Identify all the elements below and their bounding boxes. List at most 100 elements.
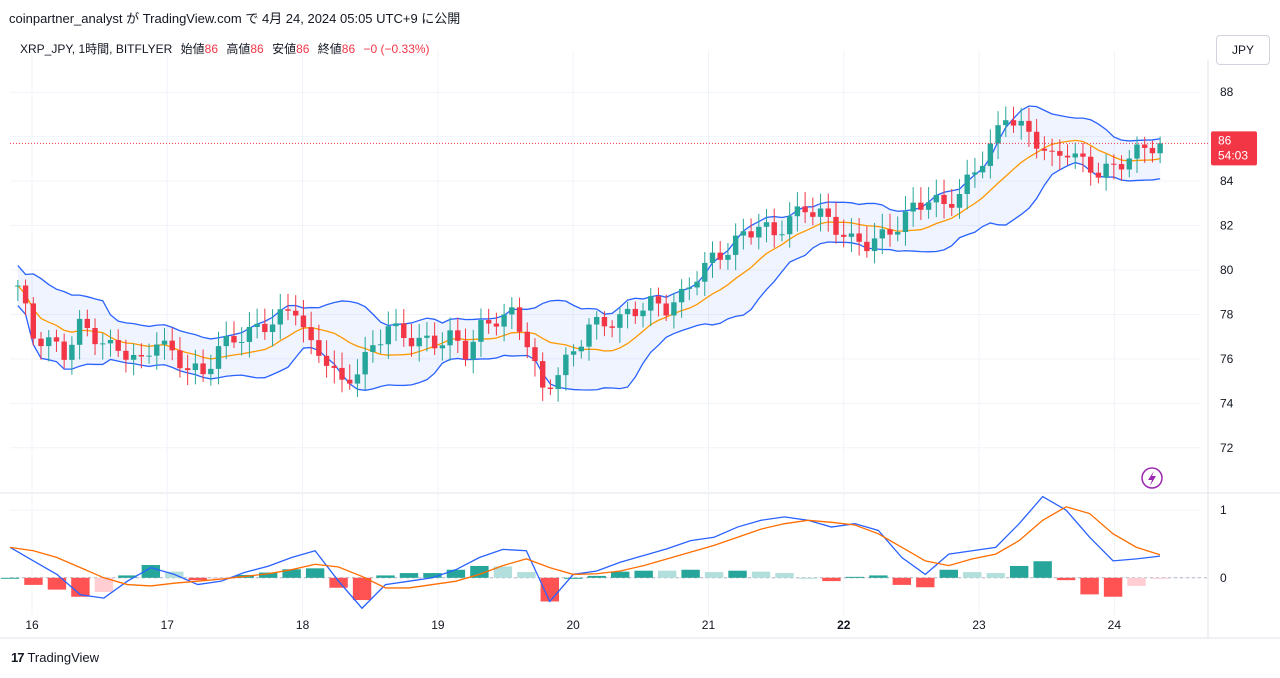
macd-histogram-bar xyxy=(399,573,419,578)
candle-body xyxy=(678,288,685,303)
candle xyxy=(300,299,307,343)
candle-body xyxy=(1103,163,1109,178)
high-value: 86 xyxy=(250,42,264,56)
candle-body xyxy=(856,233,862,242)
candle-body xyxy=(377,344,384,346)
candle xyxy=(339,352,345,393)
candle-body xyxy=(431,335,438,349)
candle-body xyxy=(493,323,500,327)
candle-body xyxy=(756,226,762,238)
publish-info: coinpartner_analyst が TradingView.com で … xyxy=(9,8,460,27)
price-tag-box xyxy=(1211,131,1257,166)
candle-body xyxy=(640,310,646,317)
currency-button[interactable]: JPY xyxy=(1216,35,1270,65)
candle xyxy=(123,339,129,373)
candle xyxy=(308,311,314,355)
candle xyxy=(215,331,222,385)
candle xyxy=(1149,140,1156,163)
candle-body xyxy=(354,374,361,384)
footer-brand[interactable]: TradingView xyxy=(27,650,100,665)
candle xyxy=(61,333,67,369)
candle-body xyxy=(347,379,353,384)
candle-body xyxy=(46,337,52,347)
candle xyxy=(594,311,600,340)
candle xyxy=(69,336,75,375)
lightning-icon[interactable] xyxy=(1141,467,1163,489)
candle xyxy=(964,159,970,210)
candle xyxy=(740,218,747,250)
price-tick-label: 82 xyxy=(1220,219,1234,233)
macd-histogram-bar xyxy=(352,577,372,601)
platform-name[interactable]: TradingView.com xyxy=(142,11,242,26)
candle xyxy=(794,192,801,232)
candle-body xyxy=(53,337,60,342)
candle xyxy=(864,226,870,258)
candle xyxy=(678,279,685,318)
candle xyxy=(578,340,584,359)
candle xyxy=(22,279,29,316)
candle xyxy=(539,352,546,401)
candle xyxy=(509,297,515,330)
candle xyxy=(555,367,561,402)
candle xyxy=(624,301,631,329)
candle-body xyxy=(76,318,83,345)
candle xyxy=(262,308,268,340)
macd-histogram-bar xyxy=(0,577,20,579)
author-name[interactable]: coinpartner_analyst xyxy=(9,11,123,26)
macd-histogram-bar xyxy=(611,571,630,578)
tradingview-logo-icon: 17 xyxy=(11,650,25,665)
candle xyxy=(516,297,523,341)
candle xyxy=(161,327,168,360)
candle-body xyxy=(933,194,940,203)
candle-body xyxy=(555,375,561,390)
candle-body xyxy=(655,296,662,304)
candle-body xyxy=(871,238,878,252)
candle xyxy=(840,219,847,248)
candle xyxy=(478,308,484,358)
candle-body xyxy=(648,296,654,311)
candle-body xyxy=(215,346,222,369)
candle-body xyxy=(956,194,963,208)
macd-histogram-bar xyxy=(892,577,912,585)
candle xyxy=(570,344,577,367)
candle-body xyxy=(285,309,291,311)
macd-histogram-bar xyxy=(329,577,348,588)
time-axis: 16 17 18 19 20 21 22 23 24 xyxy=(25,618,1121,632)
candle xyxy=(38,331,44,360)
candle xyxy=(640,302,646,328)
candle-body xyxy=(362,351,368,375)
candle-body xyxy=(1064,155,1071,158)
candle xyxy=(30,297,36,346)
candle xyxy=(663,294,669,322)
macd-histogram-bar xyxy=(423,573,442,578)
candle-body xyxy=(563,354,569,376)
candle-body xyxy=(246,327,253,342)
macd-histogram-bar xyxy=(751,571,771,578)
candle-body xyxy=(601,316,608,327)
candle xyxy=(92,318,98,356)
macd-histogram-bar xyxy=(657,570,677,578)
candle xyxy=(470,329,476,374)
candle xyxy=(1041,136,1048,161)
candle-body xyxy=(509,307,515,315)
candle xyxy=(285,293,291,321)
candle xyxy=(115,329,121,357)
candle xyxy=(1157,136,1163,164)
candle-body xyxy=(370,345,376,352)
candle xyxy=(648,287,654,327)
symbol-title[interactable]: XRP_JPY, 1時間, BITFLYER xyxy=(20,42,173,56)
candle xyxy=(408,323,415,357)
candle-body xyxy=(154,344,160,356)
candle-body xyxy=(1033,131,1040,149)
macd-histogram-bar xyxy=(188,577,207,581)
candle-body xyxy=(1010,120,1017,126)
candle-body xyxy=(208,368,214,375)
close-label: 終値 xyxy=(317,42,342,56)
macd-histogram-bar xyxy=(939,569,958,578)
candle xyxy=(1033,119,1040,159)
candle-body xyxy=(1003,120,1009,126)
time-tick-label: 21 xyxy=(702,618,716,632)
candle-body xyxy=(15,285,21,287)
candle xyxy=(231,321,237,349)
